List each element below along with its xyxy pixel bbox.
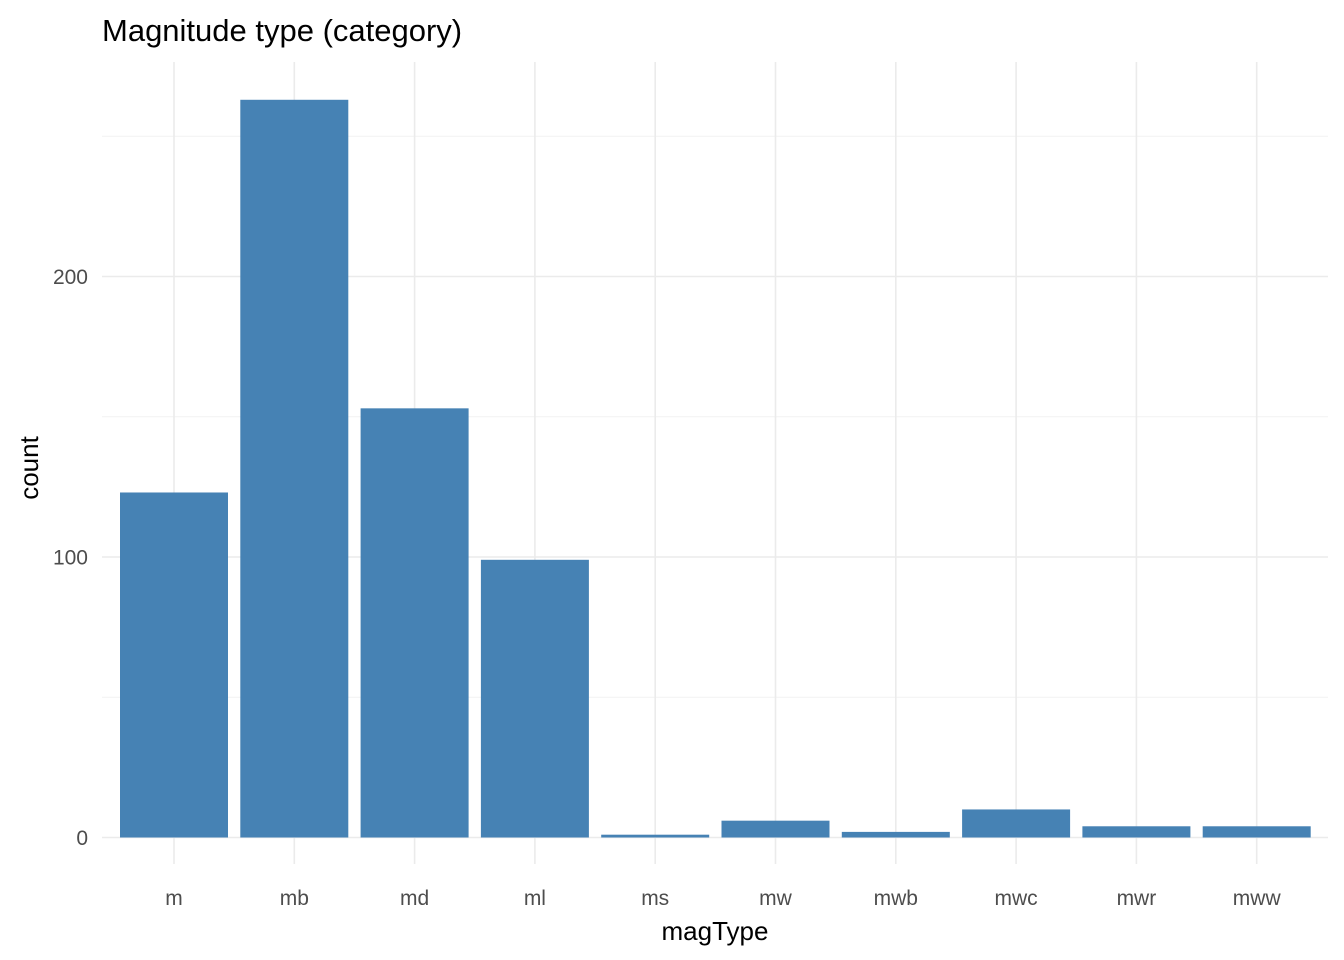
bar-mw — [721, 820, 830, 838]
x-axis-title: magType — [662, 916, 769, 946]
x-tick-label: ml — [524, 887, 546, 910]
chart-title: Magnitude type (category) — [102, 13, 462, 48]
bar-ml — [480, 559, 589, 838]
bar-mwb — [841, 831, 950, 838]
bar-mww — [1202, 826, 1311, 838]
bar-mwr — [1082, 826, 1191, 838]
bar-mwc — [962, 809, 1071, 838]
y-axis-title: count — [14, 435, 44, 499]
x-tick-label: mb — [280, 887, 309, 910]
y-tick-label: 200 — [53, 266, 88, 289]
bar-m — [120, 492, 228, 838]
x-tick-label: mwc — [995, 887, 1038, 910]
x-tick-label: mwr — [1117, 887, 1157, 910]
x-tick-label: mww — [1233, 887, 1282, 910]
y-axis-ticks: 0 100 200 — [53, 266, 88, 850]
bars — [120, 99, 1311, 838]
x-tick-label: m — [165, 887, 183, 910]
bar-mb — [240, 99, 349, 838]
x-axis-ticks: m mb md ml ms mw mwb mwc mwr mww — [165, 887, 1281, 910]
x-tick-label: mwb — [874, 887, 918, 910]
y-tick-label: 0 — [76, 827, 88, 850]
x-tick-label: mw — [759, 887, 792, 910]
bar-ms — [601, 834, 710, 838]
x-tick-label: ms — [641, 887, 669, 910]
y-tick-label: 100 — [53, 547, 88, 570]
bar-md — [360, 408, 469, 838]
x-tick-label: md — [400, 887, 429, 910]
